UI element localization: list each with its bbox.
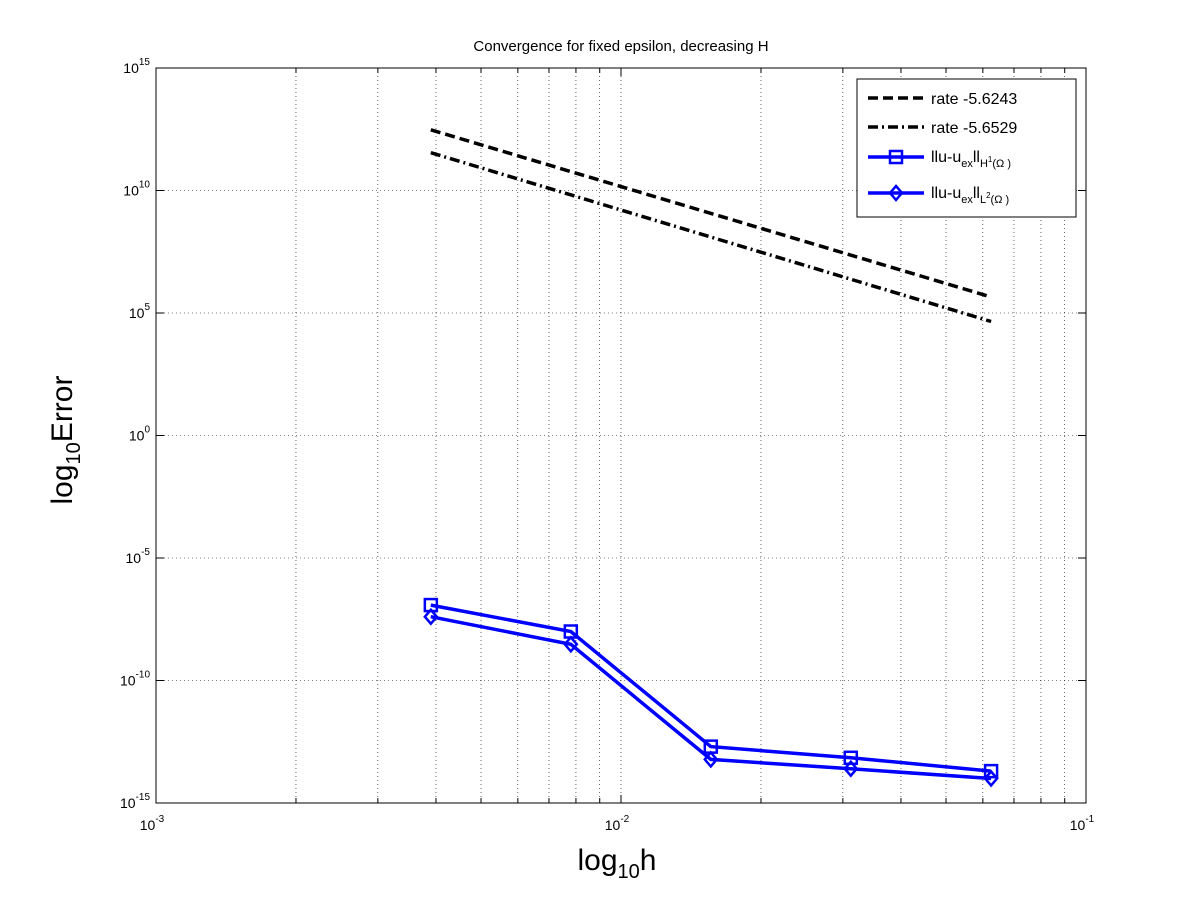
legend-label-h1-norm: llu-uexllH1(Ω ) xyxy=(931,149,1011,170)
y-tick-exp: 10 xyxy=(139,180,151,191)
y-tick-label: 10-10 xyxy=(120,670,150,689)
y-tick-base: 10 xyxy=(129,305,145,321)
series-marker-3 xyxy=(423,607,439,626)
x-tick-base: 10 xyxy=(140,817,156,833)
chart-title: Convergence for fixed epsilon, decreasin… xyxy=(473,38,768,55)
y-axis-label: log10Error xyxy=(46,376,85,505)
series-line-3 xyxy=(430,614,992,781)
x-axis-label: log10h xyxy=(578,844,657,883)
y-tick-base: 10 xyxy=(126,550,142,566)
legend-label-l2-norm: llu-uexllL2(Ω ) xyxy=(931,185,1009,206)
legend-swatch-marker-2 xyxy=(888,149,904,165)
legend-h1-d: H xyxy=(980,158,988,170)
series-marker-3 xyxy=(843,759,859,778)
legend-l2-a: llu-u xyxy=(931,185,961,202)
y-tick-base: 10 xyxy=(120,673,136,689)
x-tick-label: 10-2 xyxy=(605,814,630,833)
y-tick-base: 10 xyxy=(120,795,136,811)
series-line-0 xyxy=(430,128,992,299)
y-tick-base: 10 xyxy=(129,428,145,444)
legend-l2-e: 2 xyxy=(986,191,991,200)
x-tick-exp: -3 xyxy=(155,814,164,825)
x-tick-exp: -2 xyxy=(620,814,629,825)
y-tick-label: 10-15 xyxy=(120,792,150,811)
legend-label-rate1: rate -5.6243 xyxy=(931,91,1017,108)
legend-l2-b: ex xyxy=(961,194,973,206)
series-layer xyxy=(423,128,999,788)
y-tick-label: 1010 xyxy=(123,180,150,199)
series-marker-2 xyxy=(843,750,859,766)
legend-h1-c: ll xyxy=(973,149,980,166)
y-axis-label-main: log xyxy=(46,464,79,504)
legend-h1-a: llu-u xyxy=(931,149,961,166)
legend-l2-d: L xyxy=(980,194,986,206)
y-tick-label: 10-5 xyxy=(126,547,151,566)
x-axis-label-sub: 10 xyxy=(618,861,640,883)
x-axis-label-main: log xyxy=(578,844,618,877)
y-tick-exp: 0 xyxy=(144,425,150,436)
legend-swatch-marker-3 xyxy=(888,184,904,202)
y-tick-base: 10 xyxy=(123,183,139,199)
y-tick-exp: 5 xyxy=(144,302,150,313)
legend-swatches xyxy=(868,96,924,202)
ticks xyxy=(156,67,1086,804)
x-tick-label: 10-1 xyxy=(1070,814,1095,833)
legend-h1-b: ex xyxy=(961,158,973,170)
y-tick-exp: -10 xyxy=(136,670,151,681)
y-tick-exp: -5 xyxy=(141,547,150,558)
legend-label-rate2: rate -5.6529 xyxy=(931,120,1017,137)
grid xyxy=(156,68,1086,803)
x-axis-label-rest: h xyxy=(640,844,657,877)
x-tick-base: 10 xyxy=(605,817,621,833)
x-tick-exp: -1 xyxy=(1085,814,1094,825)
y-tick-label: 105 xyxy=(129,302,151,321)
series-marker-3 xyxy=(563,635,579,654)
y-axis-label-sub: 10 xyxy=(63,442,85,464)
x-tick-label: 10-3 xyxy=(140,814,165,833)
y-tick-label: 100 xyxy=(129,425,151,444)
series-line-1 xyxy=(430,151,992,324)
legend-l2-c: ll xyxy=(973,185,980,202)
legend-h1-f: (Ω ) xyxy=(992,158,1011,170)
x-tick-base: 10 xyxy=(1070,817,1086,833)
y-tick-exp: -15 xyxy=(136,792,151,803)
legend-l2-f: (Ω ) xyxy=(991,194,1010,206)
y-tick-exp: 15 xyxy=(139,57,151,68)
y-tick-label: 1015 xyxy=(123,57,150,76)
series-line-2 xyxy=(430,603,992,773)
legend: rate -5.6243 rate -5.6529 llu-uexllH1(Ω … xyxy=(856,78,1077,218)
y-tick-base: 10 xyxy=(123,60,139,76)
series-marker-3 xyxy=(703,750,719,769)
series-marker-3 xyxy=(983,769,999,788)
y-axis-label-rest: Error xyxy=(46,376,79,443)
legend-h1-e: 1 xyxy=(988,155,993,164)
